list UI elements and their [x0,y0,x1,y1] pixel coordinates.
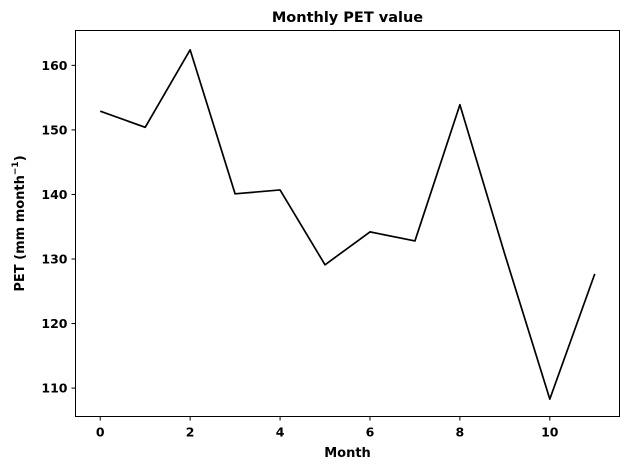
x-tick-label: 2 [186,425,195,440]
x-axis-label: Month [324,446,371,461]
x-tick-label: 8 [456,425,465,440]
y-tick-label: 130 [41,252,67,267]
x-tick-label: 4 [276,425,285,440]
y-tick-label: 160 [41,58,67,73]
y-axis-label-close: ) [13,155,28,161]
y-axis-label: PET (mm month−1) [11,155,28,291]
x-axis-ticks: 0 2 4 6 8 10 [96,416,559,440]
chart-title: Monthly PET value [272,10,423,26]
x-tick-label: 0 [96,425,105,440]
y-tick-label: 140 [41,187,67,202]
y-tick-label: 120 [41,316,67,331]
y-tick-label: 110 [41,381,67,396]
y-axis-ticks: 110 120 130 140 150 160 [41,58,76,396]
y-axis-label-text: PET (mm month [13,175,28,292]
x-tick-label: 10 [541,425,559,440]
y-tick-label: 150 [41,122,67,137]
plot-area-frame [75,30,620,417]
x-tick-label: 6 [366,425,375,440]
y-axis-label-exponent: −1 [11,161,21,175]
pet-series-line [99,49,596,400]
